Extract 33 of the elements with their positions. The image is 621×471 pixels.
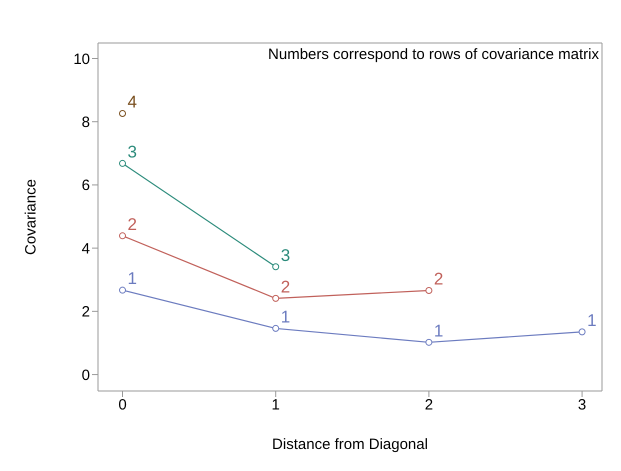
y-tick-label: 8 [82, 114, 90, 132]
point [119, 232, 126, 240]
series-label: 1 [434, 321, 444, 340]
text: 2 [434, 269, 444, 288]
text: 1 [280, 307, 290, 326]
point [272, 324, 280, 332]
point [119, 110, 126, 117]
y-tick-label: 4 [82, 240, 90, 258]
x-tick-label: 3 [578, 396, 586, 414]
y-tick-label: 2 [82, 304, 90, 321]
point [425, 286, 432, 294]
series-label: 3 [280, 246, 290, 265]
point [119, 286, 126, 294]
text: 1 [128, 269, 137, 288]
series-label: 4 [128, 92, 137, 112]
x-tick-label: 0 [118, 396, 127, 414]
annotation: Numbers correspond to rows of covariance matrix [268, 46, 599, 63]
x-tick-label: 2 [424, 396, 434, 414]
y-tick-label: 0 [82, 366, 90, 384]
point [425, 338, 432, 346]
point [119, 160, 126, 167]
y-tick-label: 10 [73, 50, 90, 68]
y-axis-title: Covariance [22, 179, 40, 255]
point [272, 294, 280, 302]
text: 1 [587, 310, 597, 330]
x-axis-title: Distance from Diagonal [272, 436, 428, 453]
point [578, 328, 586, 336]
point [272, 263, 280, 270]
x-tick-label: 1 [272, 396, 280, 414]
y-tick-label: 6 [82, 177, 90, 194]
series-label: 2 [280, 277, 290, 296]
text: 3 [128, 142, 137, 162]
text: 2 [128, 214, 137, 234]
